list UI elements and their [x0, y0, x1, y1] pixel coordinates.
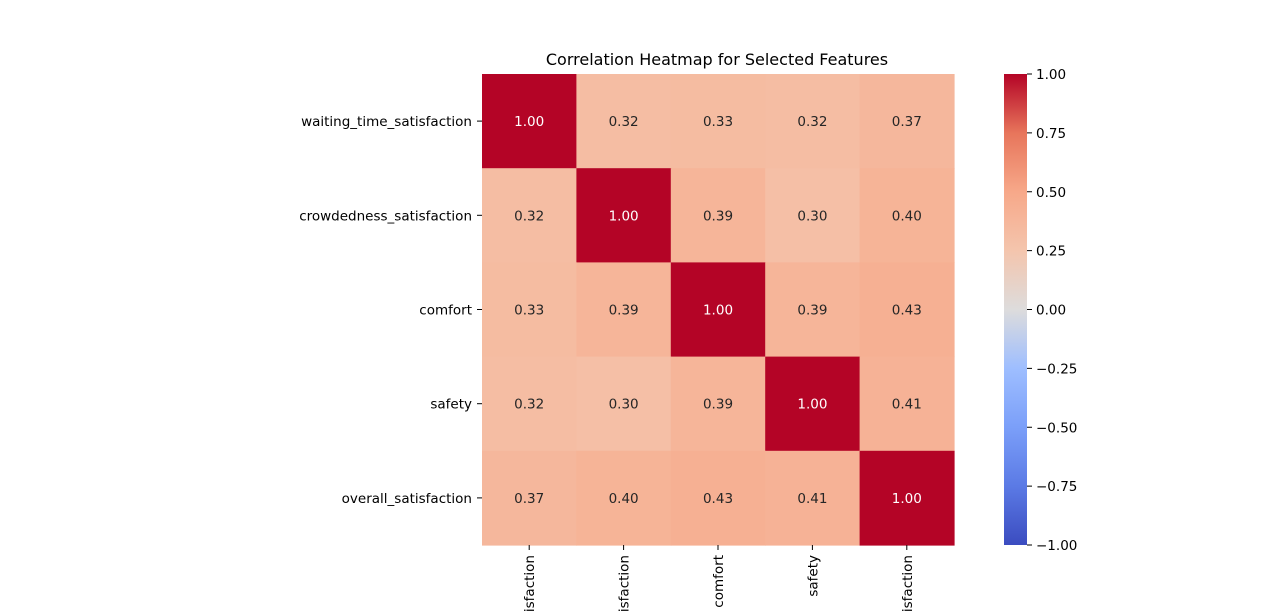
colorbar-tick-label: 0.50: [1036, 185, 1066, 201]
cell-value-label: 0.32: [609, 114, 639, 130]
cell-value-label: 0.32: [514, 208, 544, 224]
colorbar-tick-label: 0.25: [1036, 244, 1066, 260]
colorbar-tick-label: −1.00: [1036, 538, 1077, 554]
heatmap-cell: [859, 168, 955, 263]
heatmap-cell: [482, 262, 577, 358]
cell-value-label: 0.37: [892, 114, 922, 130]
heatmap-cell: [576, 356, 672, 452]
heatmap-cell: [765, 74, 861, 169]
cell-value-label: 0.30: [609, 397, 639, 413]
heatmap-cell: [576, 262, 672, 358]
column-tick-label: satisfaction: [617, 555, 633, 612]
heatmap-cell: [482, 450, 577, 546]
cell-value-label: 0.32: [514, 397, 544, 413]
heatmap-cell: [670, 168, 766, 263]
column-tick-label: comfort: [711, 555, 727, 608]
heatmap-cell: [765, 450, 861, 546]
cell-value-label: 0.39: [703, 397, 733, 413]
cell-value-label: 0.39: [797, 303, 827, 319]
heatmap-cell: [859, 74, 955, 169]
colorbar-tick-label: 0.75: [1036, 126, 1066, 142]
cell-value-label: 1.00: [892, 491, 922, 507]
cell-value-label: 0.33: [514, 303, 544, 319]
heatmap-cells: 1.00 0.32 0.33 0.32 0.37 0.32 1.00 0.39 0.30 0.40…: [482, 74, 955, 546]
cell-value-label: 0.40: [892, 208, 922, 224]
heatmap-cell: [576, 168, 672, 263]
heatmap-cell: [859, 450, 955, 546]
chart-title: Correlation Heatmap for Selected Feature…: [546, 50, 888, 69]
cell-value-label: 0.40: [609, 491, 639, 507]
heatmap-cell: [765, 356, 861, 452]
heatmap-cell: [765, 168, 861, 263]
heatmap-cell: [482, 168, 577, 263]
heatmap-cell: [576, 450, 672, 546]
cell-value-label: 0.39: [609, 303, 639, 319]
colorbar: [1004, 74, 1027, 545]
cell-value-label: 0.41: [892, 397, 922, 413]
cell-value-label: 0.30: [797, 208, 827, 224]
cell-value-label: 0.32: [797, 114, 827, 130]
cell-value-label: 0.43: [703, 491, 733, 507]
row-tick-label: comfort: [419, 303, 472, 319]
heatmap-cell: [482, 356, 577, 452]
colorbar-tick-label: −0.75: [1036, 479, 1077, 495]
cell-value-label: 0.41: [797, 491, 827, 507]
row-tick-label: waiting_time_satisfaction: [301, 114, 472, 130]
cell-value-label: 0.39: [703, 208, 733, 224]
colorbar-ticks: 1.00 0.75 0.50 0.25 0.00 −0.25 −0.50 −0.75 −1.00: [1027, 67, 1077, 554]
cell-value-label: 0.37: [514, 491, 544, 507]
heatmap-cell: [859, 262, 955, 358]
cell-value-label: 0.43: [892, 303, 922, 319]
colorbar-tick-label: 0.00: [1036, 303, 1066, 319]
colorbar-tick-label: 1.00: [1036, 67, 1066, 83]
cell-value-label: 1.00: [703, 303, 733, 319]
cell-value-label: 0.33: [703, 114, 733, 130]
column-tick-label: satisfaction: [522, 555, 538, 612]
heatmap-cell: [859, 356, 955, 452]
row-tick-labels: waiting_time_satisfaction crowdedness_sat…: [299, 114, 482, 507]
cell-value-label: 1.00: [514, 114, 544, 130]
row-tick-label: overall_satisfaction: [342, 491, 472, 507]
column-tick-label: safety: [805, 555, 821, 597]
colorbar-tick-label: −0.25: [1036, 361, 1077, 377]
cell-value-label: 1.00: [797, 397, 827, 413]
heatmap-cell: [576, 74, 672, 169]
heatmap-cell: [482, 74, 577, 169]
row-tick-label: crowdedness_satisfaction: [299, 208, 472, 224]
heatmap-cell: [670, 356, 766, 452]
heatmap-cell: [670, 450, 766, 546]
heatmap-cell: [765, 262, 861, 358]
cell-value-label: 1.00: [609, 208, 639, 224]
colorbar-tick-label: −0.50: [1036, 420, 1077, 436]
row-tick-label: safety: [430, 397, 472, 413]
column-tick-label: satisfaction: [900, 555, 916, 612]
heatmap-cell: [670, 262, 766, 358]
heatmap-cell: [670, 74, 766, 169]
column-tick-labels: satisfaction satisfaction comfort safety sat…: [522, 545, 916, 612]
